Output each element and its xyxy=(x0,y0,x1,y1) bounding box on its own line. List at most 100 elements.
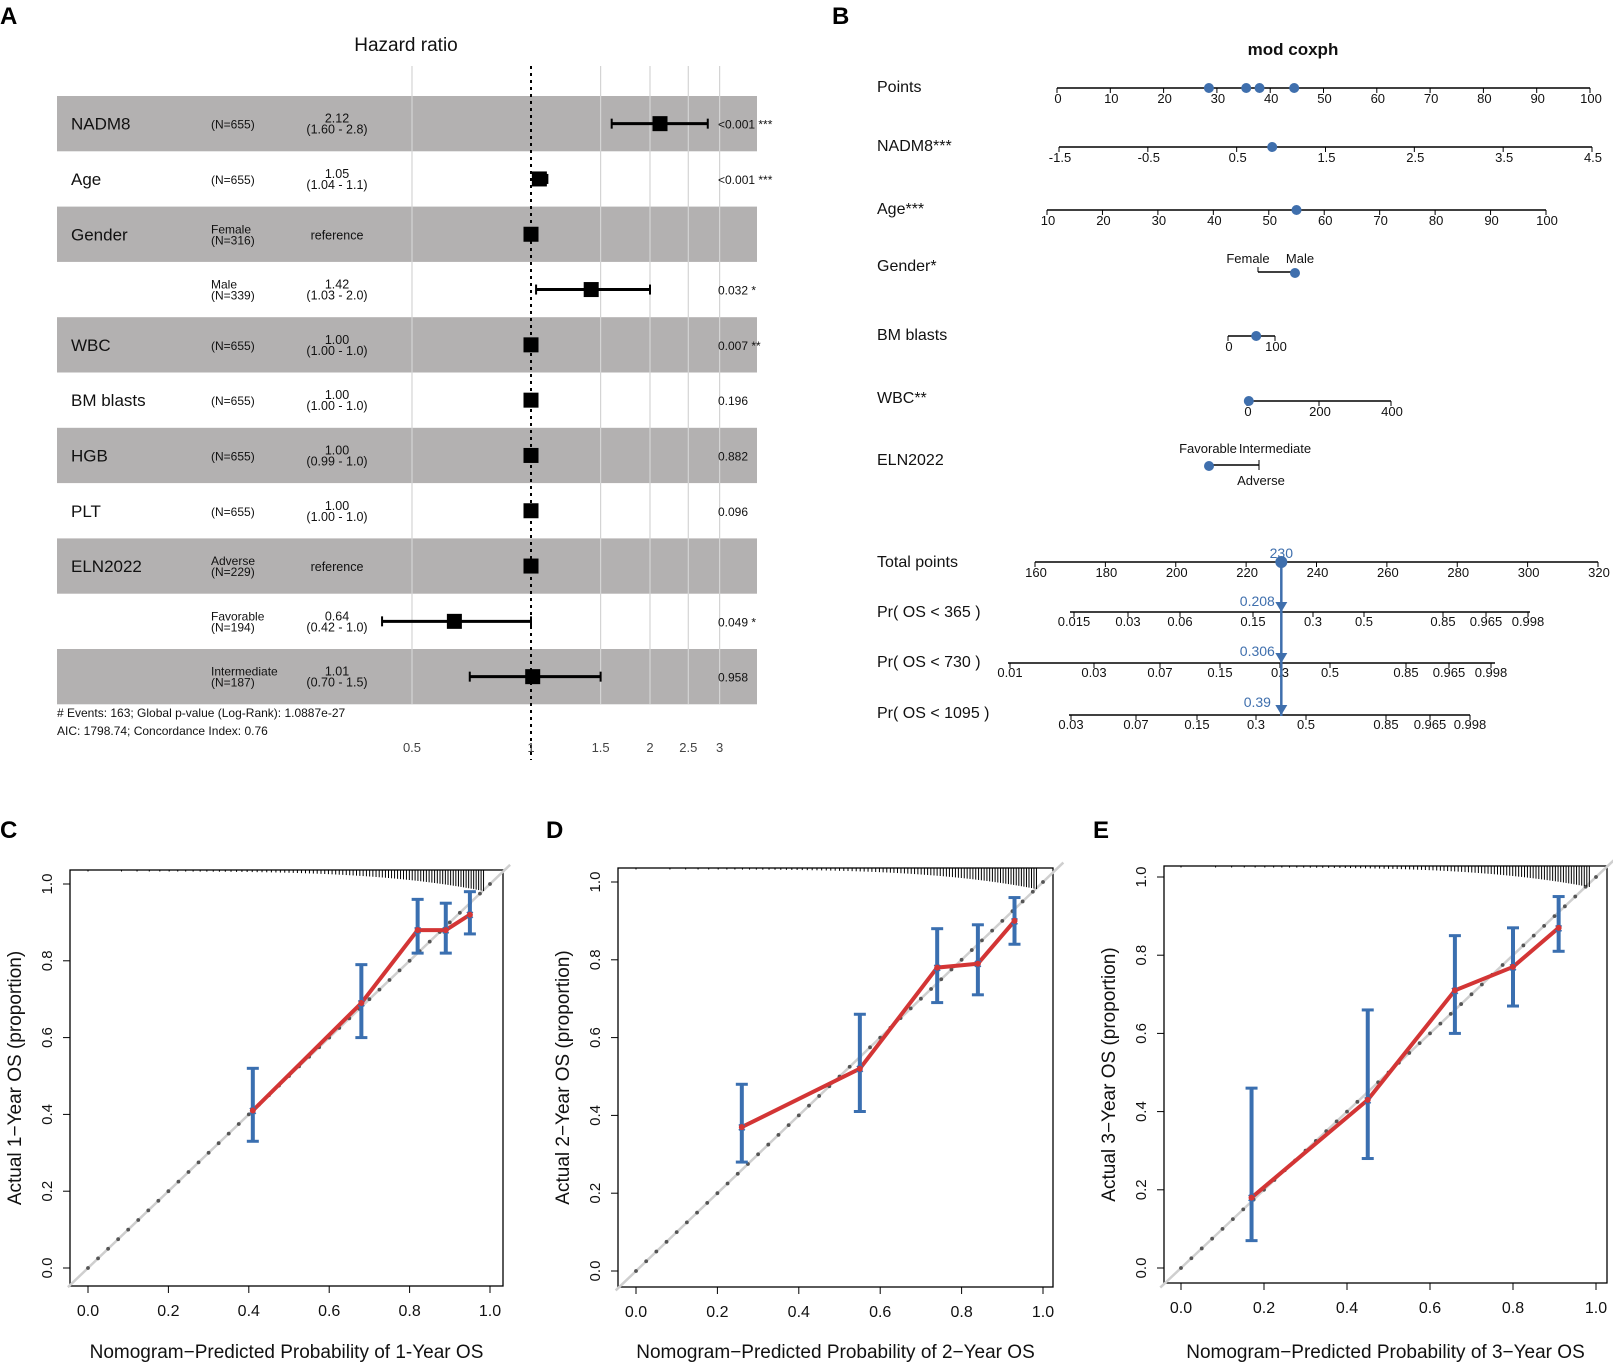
reference-dot xyxy=(206,1150,211,1155)
reference-dot xyxy=(427,939,432,944)
reference-dot xyxy=(1334,1119,1339,1124)
reference-dot xyxy=(1189,1256,1194,1261)
reference-dot xyxy=(377,987,382,992)
forest-level-label: Intermediate xyxy=(211,665,278,679)
nomogram-tick-label: 3.5 xyxy=(1495,150,1513,165)
y-tick-label: 0.4 xyxy=(39,1104,56,1125)
x-tick-label: 0.6 xyxy=(1419,1300,1441,1317)
forest-p-value: 0.882 xyxy=(718,449,748,463)
nomogram-tick-label: 0.07 xyxy=(1147,665,1172,680)
reference-dot xyxy=(447,920,452,925)
forest-ci-value: (1.00 - 1.0) xyxy=(306,399,367,413)
nomogram-prob-value: 0.306 xyxy=(1240,643,1275,659)
nomogram-total-marker xyxy=(1275,556,1288,568)
nomogram-tick-label: 60 xyxy=(1371,91,1385,106)
y-tick-label: 0.0 xyxy=(1133,1258,1150,1279)
forest-level-n: (N=229) xyxy=(211,565,255,579)
reference-dot xyxy=(1020,899,1025,904)
nomogram-arrowhead xyxy=(1275,653,1288,663)
nomogram-tick-label: 0 xyxy=(1054,91,1061,106)
forest-hr-point xyxy=(523,503,539,519)
x-axis-title: Nomogram−Predicted Probability of 2−Year… xyxy=(636,1342,1035,1363)
panel-label-a: A xyxy=(0,3,17,30)
nomogram-tick-label: 0.998 xyxy=(1512,614,1545,629)
reference-dot xyxy=(807,1103,811,1108)
nomogram-marker xyxy=(1289,83,1300,93)
nomogram-category-label: Male xyxy=(1286,251,1314,266)
x-tick-label: 1.0 xyxy=(1585,1300,1607,1317)
forest-hr-value: 1.00 xyxy=(325,443,349,457)
nomogram-tick-label: -1.5 xyxy=(1049,150,1071,165)
forest-hr-value: reference xyxy=(311,228,364,242)
reference-dot xyxy=(156,1198,161,1203)
reference-dot xyxy=(1542,923,1547,928)
forest-x-tick-label: 2.5 xyxy=(679,740,697,755)
nomogram-tick-label: 300 xyxy=(1518,565,1540,580)
reference-dot xyxy=(1438,1021,1443,1026)
forest-hr-point xyxy=(523,337,539,353)
forest-ci-value: (1.00 - 1.0) xyxy=(306,344,367,358)
reference-dot xyxy=(186,1170,191,1174)
reference-dot xyxy=(478,891,482,896)
nomogram-tick-label: 0.3 xyxy=(1271,665,1289,680)
y-tick-label: 0.8 xyxy=(587,949,604,970)
y-tick-label: 0.8 xyxy=(39,950,56,971)
nomogram-tick-label: 70 xyxy=(1373,213,1387,228)
forest-row-shade xyxy=(57,206,757,262)
forest-variable-label: Age xyxy=(71,170,101,189)
y-tick-label: 0.8 xyxy=(1133,945,1150,966)
forest-x-tick-label: 1 xyxy=(527,740,534,755)
y-tick-label: 0.2 xyxy=(587,1183,604,1204)
nomogram-marker xyxy=(1241,83,1252,93)
forest-x-tick-label: 0.5 xyxy=(403,740,421,755)
reference-dot xyxy=(1417,1041,1422,1046)
predicted-point xyxy=(974,960,981,967)
reference-dot xyxy=(1448,1011,1453,1016)
forest-row-shade xyxy=(57,649,757,705)
predicted-point xyxy=(856,1065,863,1072)
predicted-point xyxy=(466,911,473,918)
forest-hr-value: 0.64 xyxy=(325,609,349,623)
forest-level-label: (N=655) xyxy=(211,339,255,353)
forest-level-label: Female xyxy=(211,222,251,236)
forest-level-label: (N=655) xyxy=(211,173,255,187)
nomogram-tick-label: 0.03 xyxy=(1081,665,1106,680)
nomogram-tick-label: 10 xyxy=(1104,91,1118,106)
x-tick-label: 0.2 xyxy=(157,1303,179,1320)
reference-dot xyxy=(674,1230,679,1234)
forest-x-tick-label: 3 xyxy=(716,740,723,755)
predicted-point xyxy=(442,927,449,934)
nomogram-marker xyxy=(1204,461,1214,471)
nomogram-tick-label: -0.5 xyxy=(1138,150,1160,165)
forest-hr-point xyxy=(523,447,539,463)
nomogram-tick-label: 240 xyxy=(1307,565,1329,580)
nomogram-tick-label: 320 xyxy=(1588,565,1610,580)
reference-dot xyxy=(1041,880,1045,884)
reference-dot xyxy=(1030,889,1035,894)
reference-dot xyxy=(236,1122,241,1126)
nomogram-tick-label: 90 xyxy=(1530,91,1544,106)
forest-hr-point xyxy=(531,171,547,187)
predicted-point xyxy=(1555,924,1562,931)
nomogram-tick-label: 40 xyxy=(1207,213,1221,228)
nomogram-tick-label: 0.85 xyxy=(1430,614,1455,629)
nomogram-tick-label: 2.5 xyxy=(1406,150,1424,165)
predicted-point xyxy=(1011,917,1018,924)
reference-dot xyxy=(367,997,372,1002)
nomogram-category-label: Female xyxy=(1226,251,1269,266)
x-tick-label: 0.8 xyxy=(1502,1300,1524,1317)
y-tick-label: 0.6 xyxy=(587,1027,604,1048)
y-tick-label: 1.0 xyxy=(1133,867,1150,888)
forest-hr-value: 1.00 xyxy=(325,499,349,513)
nomogram-tick-label: 30 xyxy=(1211,91,1225,106)
reference-dot xyxy=(684,1220,689,1225)
reference-dot xyxy=(488,882,492,886)
reference-dot xyxy=(949,967,954,972)
forest-p-value: <0.001 *** xyxy=(718,173,773,187)
reference-dot xyxy=(1345,1109,1349,1114)
reference-dot xyxy=(106,1246,110,1251)
predicted-point xyxy=(414,927,421,934)
nomogram-tick-label: 70 xyxy=(1424,91,1438,106)
forest-row-shade xyxy=(57,538,757,594)
y-tick-label: 0.0 xyxy=(39,1258,56,1279)
